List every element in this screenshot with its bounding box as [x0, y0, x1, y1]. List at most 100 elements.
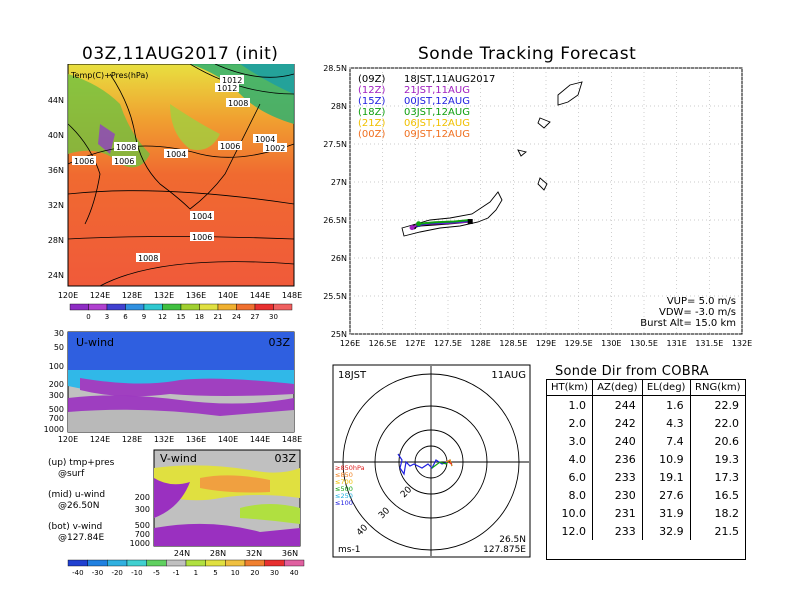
colorbar-tick: -10	[131, 569, 142, 577]
table-cell: 6.0	[568, 471, 587, 484]
table-cell: 19.3	[689, 450, 745, 468]
v-x-label: 24N	[174, 549, 190, 558]
table-row: 2.0 242 4.3 22.0	[547, 414, 745, 432]
v-y-label: 500	[135, 521, 150, 530]
colorbar-tick: 6	[123, 313, 128, 321]
u-wind-time: 03Z	[268, 336, 290, 349]
colorbar-tick: 18	[195, 313, 204, 321]
sonde-table-header: AZ(deg)	[592, 380, 643, 396]
table-cell: 16.5	[689, 486, 745, 504]
hodo-level-label: ≤100	[335, 499, 353, 507]
colorbar-tick: -5	[153, 569, 160, 577]
map-lat-label: 40N	[48, 131, 64, 140]
colorbar-tick: 20	[250, 569, 259, 577]
track-lat-label: 25.5N	[323, 292, 347, 301]
vdw-param: VDW= -3.0 m/s	[659, 307, 736, 318]
colorbar-swatch	[166, 559, 187, 567]
hodo-level-label: ≤500	[335, 485, 353, 493]
colorbar-tick: 40	[290, 569, 299, 577]
colorbar-tick: 10	[231, 569, 240, 577]
track-lon-label: 131E	[667, 339, 687, 348]
panel-notes: (up) tmp+pres @surf (mid) u-wind @26.50N…	[48, 458, 114, 544]
map-lat-label: 44N	[48, 96, 64, 105]
colorbar-swatch	[126, 559, 147, 567]
hodo-lon: 127.875E	[483, 545, 526, 555]
track-line	[418, 219, 471, 225]
hodo-level-label: ≥850hPa	[335, 464, 365, 472]
colorbar-tick: 3	[105, 313, 109, 321]
v-x-label: 32N	[246, 549, 262, 558]
map-title: 03Z,11AUG2017 (init)	[82, 44, 279, 64]
table-cell: 7.4	[641, 432, 691, 450]
colorbar-swatch	[69, 303, 89, 311]
table-cell: 21.5	[689, 522, 745, 540]
table-cell: 230	[592, 486, 643, 504]
table-cell: 12.0	[561, 525, 587, 538]
hodo-time-left: 18JST	[338, 370, 367, 381]
table-cell: 2.0	[568, 417, 587, 430]
track-legend-text: 09JST,12AUG	[404, 129, 470, 140]
hodograph: 20 30 40 18JST 11AUG ms-1 26.5N 127.875E…	[332, 364, 531, 558]
table-cell: 244	[592, 395, 643, 414]
isobar-label: 1004	[255, 135, 275, 144]
u-x-label: 144E	[250, 435, 270, 444]
colorbar-tick: 24	[232, 313, 241, 321]
u-y-label: 700	[49, 414, 64, 423]
colorbar-swatch	[125, 303, 145, 311]
table-cell: 10.9	[641, 450, 691, 468]
colorbar-swatch	[225, 559, 246, 567]
colorbar-swatch	[199, 303, 219, 311]
table-cell: 22.9	[689, 395, 745, 414]
u-x-label: 120E	[58, 435, 78, 444]
isobar-label: 1006	[74, 157, 94, 166]
map-lat-label: 28N	[48, 236, 64, 245]
table-cell: 236	[592, 450, 643, 468]
v-y-label: 200	[135, 493, 150, 502]
colorbar-tick: 1	[194, 569, 198, 577]
map-lon-label: 144E	[250, 291, 270, 300]
colorbar-tick: 12	[158, 313, 167, 321]
note-bot-2: @127.84E	[58, 533, 105, 543]
table-cell: 240	[592, 432, 643, 450]
colorbar-swatch	[284, 559, 305, 567]
track-lat-label: 25N	[331, 330, 347, 339]
isobar-label: 1008	[138, 254, 158, 263]
u-y-label: 30	[54, 329, 64, 338]
table-cell: 31.9	[641, 504, 691, 522]
table-cell: 27.6	[641, 486, 691, 504]
u-x-label: 140E	[218, 435, 238, 444]
note-up: (up) tmp+pres	[48, 458, 115, 468]
hodo-lat: 26.5N	[499, 535, 526, 545]
table-row: 1.0 244 1.6 22.9	[547, 395, 745, 414]
table-cell: 4.3	[641, 414, 691, 432]
note-up-2: @surf	[58, 469, 85, 479]
u-wind-section: U-wind 03Z 30 50 100 200 300 500 700 100…	[44, 329, 303, 444]
u-y-label: 100	[49, 362, 64, 371]
track-end-point	[416, 221, 422, 227]
track-lat-label: 28.5N	[323, 64, 347, 73]
track-lon-label: 130.5E	[630, 339, 658, 348]
colorbar-tick: 21	[214, 313, 223, 321]
track-lon-label: 127E	[405, 339, 425, 348]
isobar-label: 1002	[265, 144, 285, 153]
colorbar-tick: -30	[92, 569, 103, 577]
map-lon-label: 140E	[218, 291, 238, 300]
colorbar-tick: 27	[251, 313, 260, 321]
isobar-label: 1006	[192, 233, 212, 242]
map-legend-label: Temp(C)+Pres(hPa)	[70, 71, 148, 80]
hodo-level-label: ≤700	[335, 478, 353, 486]
track-lat-label: 26.5N	[323, 216, 347, 225]
isobar-label: 1012	[222, 76, 242, 85]
track-lon-label: 126E	[340, 339, 360, 348]
table-cell: 10.0	[561, 507, 587, 520]
colorbar-swatch	[180, 303, 200, 311]
v-y-label: 700	[135, 530, 150, 539]
u-x-label: 132E	[154, 435, 174, 444]
table-cell: 8.0	[568, 489, 587, 502]
track-lat-label: 28N	[331, 102, 347, 111]
track-lon-label: 126.5E	[369, 339, 397, 348]
track-lat-label: 27.5N	[323, 140, 347, 149]
track-legend-code: (18Z)	[358, 107, 385, 118]
table-cell: 17.3	[689, 468, 745, 486]
u-y-label: 200	[49, 380, 64, 389]
